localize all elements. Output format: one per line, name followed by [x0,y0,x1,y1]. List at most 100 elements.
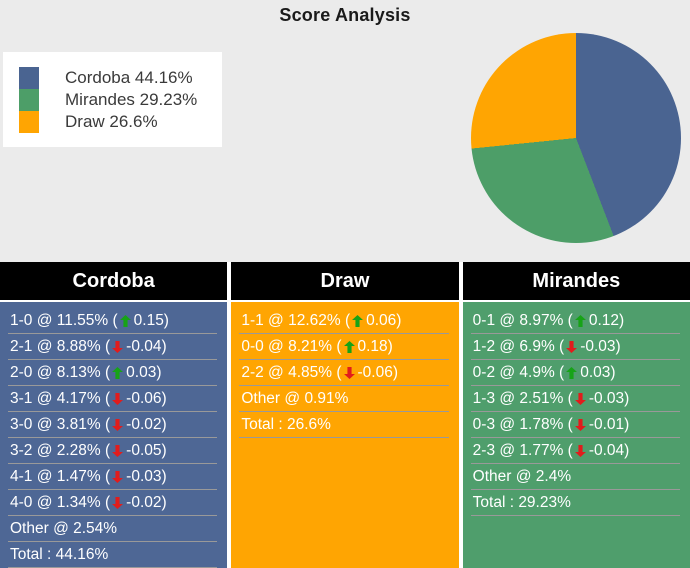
delta-text: -0.04) [126,338,167,355]
score-text: 3-0 @ 3.81% ( [10,416,111,433]
score-row: 1-1 @ 12.62% ( 0.06) [231,308,458,334]
score-table: Draw 1-1 @ 12.62% ( 0.06) 0-0 @ 8.21% ( … [231,262,459,568]
delta-text: -0.05) [126,442,167,459]
trend-icon [112,445,124,457]
table-header: Mirandes [462,262,690,300]
summary-text: Other @ 0.91% [241,390,349,407]
score-table: Mirandes 0-1 @ 8.97% ( 0.12) 1-2 @ 6.9% … [462,262,690,568]
legend-label: Mirandes 29.23% [65,90,198,109]
table-body: 0-1 @ 8.97% ( 0.12) 1-2 @ 6.9% ( -0.03) … [462,302,690,568]
score-text: 3-2 @ 2.28% ( [10,442,111,459]
summary-text: Total : 26.6% [241,416,331,433]
delta-text: 0.03) [126,364,162,381]
trend-icon [566,341,578,353]
score-row: 1-2 @ 6.9% ( -0.03) [463,334,690,360]
score-text: 0-1 @ 8.97% ( [472,312,573,329]
down-arrow-icon [112,471,124,483]
score-row: 1-0 @ 11.55% ( 0.15) [0,308,227,334]
chart-title: Score Analysis [279,5,411,25]
trend-icon [574,393,586,405]
score-text: 1-0 @ 11.55% ( [10,312,118,329]
summary-row: Total : 29.23% [463,490,690,516]
score-text: 2-1 @ 8.88% ( [10,338,111,355]
up-arrow-icon [119,315,131,327]
score-table: Cordoba 1-0 @ 11.55% ( 0.15) 2-1 @ 8.88%… [0,262,228,568]
score-row: 1-3 @ 2.51% ( -0.03) [463,386,690,412]
score-text: 0-2 @ 4.9% ( [472,364,565,381]
delta-text: -0.03) [126,468,167,485]
score-row: 2-3 @ 1.77% ( -0.04) [463,438,690,464]
score-row: 2-2 @ 4.85% ( -0.06) [231,360,458,386]
score-text: 3-1 @ 4.17% ( [10,390,111,407]
score-text: 1-2 @ 6.9% ( [472,338,565,355]
down-arrow-icon [112,393,124,405]
down-arrow-icon [574,445,586,457]
score-text: 1-1 @ 12.62% ( [241,312,351,329]
delta-text: -0.02) [126,416,167,433]
summary-text: Total : 44.16% [10,546,109,563]
score-row: 0-3 @ 1.78% ( -0.01) [463,412,690,438]
score-text: 2-3 @ 1.77% ( [472,442,573,459]
score-row: 0-0 @ 8.21% ( 0.18) [231,334,458,360]
summary-text: Other @ 2.54% [10,520,118,537]
delta-text: -0.06) [357,364,399,381]
summary-row: Other @ 2.54% [0,516,227,542]
trend-icon [112,419,124,431]
down-arrow-icon [112,341,124,353]
summary-row: Total : 26.6% [231,412,458,438]
score-text: 0-0 @ 8.21% ( [241,338,342,355]
summary-row: Other @ 2.4% [463,464,690,490]
delta-text: -0.03) [588,390,630,407]
score-row: 3-0 @ 3.81% ( -0.02) [0,412,227,438]
down-arrow-icon [574,393,586,405]
delta-text: 0.15) [133,312,169,329]
down-arrow-icon [112,419,124,431]
legend-label: Cordoba 44.16% [65,68,193,87]
score-row: 0-2 @ 4.9% ( 0.03) [463,360,690,386]
score-row: 4-1 @ 1.47% ( -0.03) [0,464,227,490]
score-row: 2-0 @ 8.13% ( 0.03) [0,360,227,386]
trend-icon [119,315,131,327]
table-header: Cordoba [0,262,228,300]
score-text: 4-0 @ 1.34% ( [10,494,111,511]
up-arrow-icon [112,367,124,379]
legend-swatch [19,89,39,111]
trend-icon [112,393,124,405]
table-body: 1-1 @ 12.62% ( 0.06) 0-0 @ 8.21% ( 0.18)… [231,302,459,568]
trend-icon [566,367,578,379]
score-text: 2-0 @ 8.13% ( [10,364,111,381]
trend-icon [112,367,124,379]
summary-text: Other @ 2.4% [472,468,572,485]
score-row: 0-1 @ 8.97% ( 0.12) [463,308,690,334]
legend: Cordoba 44.16% Mirandes 29.23% Draw 26.6… [3,52,222,147]
up-arrow-icon [343,341,355,353]
down-arrow-icon [566,341,578,353]
delta-text: 0.03) [580,364,616,381]
table-body: 1-0 @ 11.55% ( 0.15) 2-1 @ 8.88% ( -0.04… [0,302,228,568]
trend-icon [112,471,124,483]
delta-text: 0.18) [357,338,393,355]
pie-chart [471,33,681,243]
legend-swatch [19,111,39,133]
score-row: 3-2 @ 2.28% ( -0.05) [0,438,227,464]
score-row: 3-1 @ 4.17% ( -0.06) [0,386,227,412]
delta-text: 0.06) [366,312,402,329]
score-text: 4-1 @ 1.47% ( [10,468,111,485]
legend-label: Draw 26.6% [65,112,158,131]
chart-area: Score Analysis Cordoba 44.16% Mirandes 2… [0,0,690,262]
trend-icon [574,315,586,327]
summary-text: Total : 29.23% [472,494,571,511]
score-row: 2-1 @ 8.88% ( -0.04) [0,334,227,360]
legend-item: Draw 26.6% [19,111,222,133]
down-arrow-icon [112,497,124,509]
score-text: 2-2 @ 4.85% ( [241,364,342,381]
legend-item: Mirandes 29.23% [19,89,222,111]
score-row: 4-0 @ 1.34% ( -0.02) [0,490,227,516]
delta-text: -0.02) [126,494,167,511]
summary-row: Total : 44.16% [0,542,227,568]
trend-icon [574,419,586,431]
score-text: 0-3 @ 1.78% ( [472,416,573,433]
summary-row: Other @ 0.91% [231,386,458,412]
delta-text: -0.01) [588,416,630,433]
